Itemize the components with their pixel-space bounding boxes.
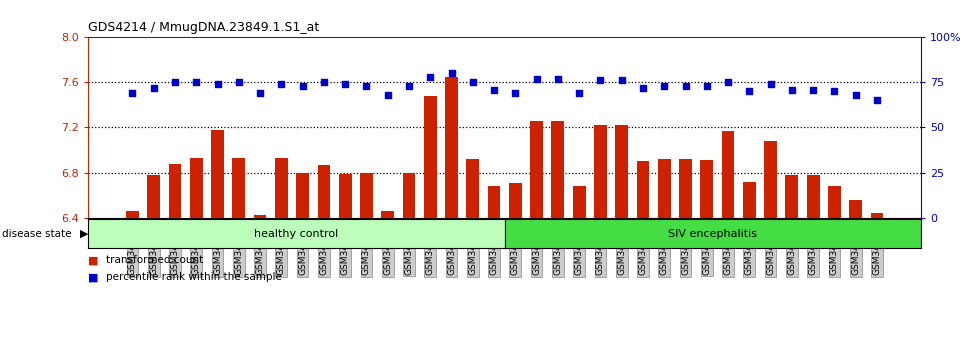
Point — [337, 81, 353, 87]
Bar — [360, 172, 372, 218]
Bar — [615, 125, 628, 218]
Text: ▶: ▶ — [80, 229, 89, 239]
Text: ■: ■ — [88, 272, 99, 282]
Bar — [807, 175, 819, 218]
Text: transformed count: transformed count — [106, 255, 203, 265]
Bar — [594, 125, 607, 218]
Point — [124, 90, 140, 96]
Bar — [232, 158, 245, 218]
Point — [677, 83, 693, 89]
Point — [742, 88, 758, 94]
Text: ■: ■ — [88, 255, 99, 265]
Text: SIV encephalitis: SIV encephalitis — [668, 229, 758, 239]
Point — [273, 81, 289, 87]
Point — [720, 80, 736, 85]
Point — [826, 88, 842, 94]
Point — [168, 80, 183, 85]
Bar — [701, 160, 713, 218]
Bar — [445, 77, 458, 218]
Bar — [828, 186, 841, 218]
Text: disease state: disease state — [2, 229, 72, 239]
Bar — [275, 158, 288, 218]
Bar — [381, 211, 394, 218]
Bar — [530, 121, 543, 218]
Point — [699, 83, 714, 89]
Bar — [169, 164, 181, 218]
Text: healthy control: healthy control — [255, 229, 338, 239]
Point — [359, 83, 374, 89]
Bar — [850, 200, 862, 218]
Bar — [572, 186, 585, 218]
Point — [295, 83, 311, 89]
Point — [231, 80, 247, 85]
Point — [508, 90, 523, 96]
Point — [869, 97, 885, 103]
Point — [762, 81, 778, 87]
Point — [146, 85, 162, 91]
Text: percentile rank within the sample: percentile rank within the sample — [106, 272, 281, 282]
Bar — [190, 158, 203, 218]
Point — [635, 85, 651, 91]
Bar — [147, 175, 160, 218]
Bar — [211, 130, 223, 218]
Bar — [721, 131, 734, 218]
Point — [252, 90, 268, 96]
Bar — [637, 161, 650, 218]
Bar — [870, 213, 883, 218]
Point — [784, 87, 800, 92]
Text: GDS4214 / MmugDNA.23849.1.S1_at: GDS4214 / MmugDNA.23849.1.S1_at — [88, 21, 319, 34]
Point — [380, 92, 396, 98]
Bar — [296, 172, 309, 218]
Point — [210, 81, 225, 87]
Point — [422, 74, 438, 80]
Bar — [318, 165, 330, 218]
Bar — [424, 96, 437, 218]
Point — [486, 87, 502, 92]
Bar — [679, 159, 692, 218]
Point — [848, 92, 863, 98]
Point — [657, 83, 672, 89]
Bar — [339, 174, 352, 218]
Bar — [552, 121, 564, 218]
Point — [188, 80, 204, 85]
Point — [317, 80, 332, 85]
Bar — [786, 175, 799, 218]
Point — [550, 76, 565, 81]
Bar — [466, 159, 479, 218]
Point — [401, 83, 416, 89]
Point — [465, 80, 480, 85]
Bar — [509, 183, 521, 218]
Bar — [764, 141, 777, 218]
Bar — [743, 182, 756, 218]
Point — [529, 76, 545, 81]
Bar — [403, 172, 416, 218]
Point — [806, 87, 821, 92]
Bar — [126, 211, 139, 218]
Point — [444, 70, 460, 76]
Bar — [658, 159, 670, 218]
Bar — [488, 186, 501, 218]
Point — [571, 90, 587, 96]
Point — [593, 78, 609, 83]
Point — [613, 78, 629, 83]
Bar — [254, 216, 267, 218]
